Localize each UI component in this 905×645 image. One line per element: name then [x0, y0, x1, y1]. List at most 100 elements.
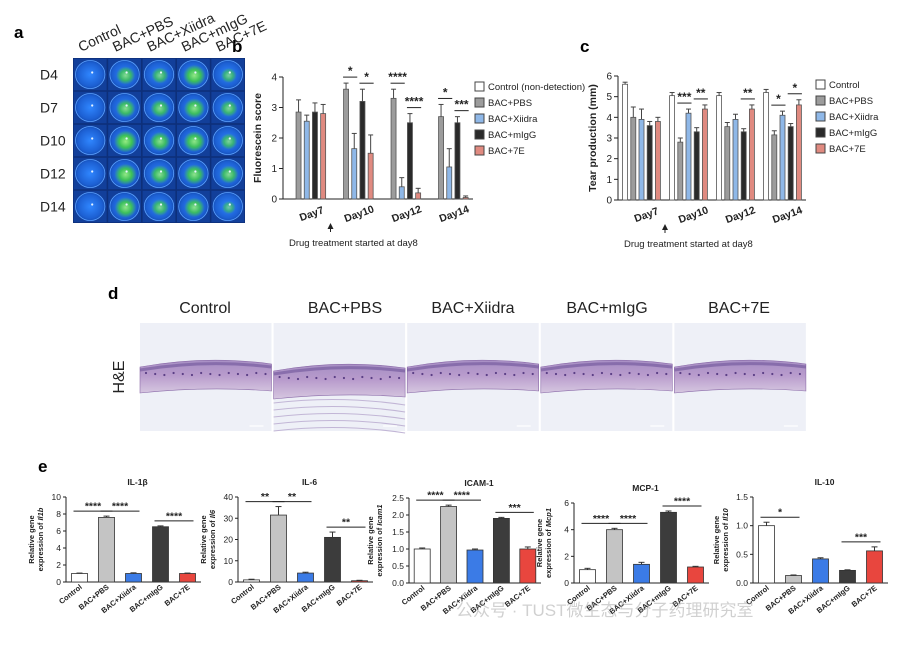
legend-label: BAC+PBS: [829, 96, 873, 107]
nuclei-band: [273, 366, 406, 376]
cell-nucleus: [255, 371, 258, 375]
bar: [440, 506, 458, 584]
panel-letter-a: a: [14, 23, 24, 42]
x-category-label: Day7: [633, 205, 661, 225]
y-axis-label-gene: Il1b: [36, 507, 45, 520]
bar: [638, 119, 645, 201]
bar: [758, 525, 775, 584]
cell-nucleus: [296, 377, 300, 381]
legend-label: Control: [829, 80, 860, 91]
bar: [702, 108, 708, 201]
cell-nucleus: [637, 372, 640, 376]
y-axis-label: Tear production (mm): [587, 84, 599, 192]
y-tick-label: 1.0: [736, 521, 748, 531]
legend-swatch: [815, 111, 826, 122]
eye-reflection: [159, 104, 163, 107]
eye-reflection: [194, 203, 197, 206]
bar: [324, 536, 341, 583]
histology-column-label: BAC+7E: [708, 300, 770, 317]
bar: [655, 121, 661, 201]
histology-column-label: BAC+mIgG: [566, 300, 647, 317]
bar: [243, 579, 260, 583]
fluorescein-stain: [115, 99, 136, 118]
cell-nucleus: [144, 371, 148, 375]
cell-nucleus: [665, 372, 668, 376]
legend-swatch: [815, 143, 826, 154]
bar: [866, 550, 883, 584]
nuclei-band: [540, 362, 673, 372]
y-tick-label: 6: [606, 72, 612, 83]
bar: [413, 548, 431, 584]
fluorescein-stain: [221, 200, 236, 215]
cell-nucleus: [619, 373, 622, 377]
y-tick-label: 40: [224, 492, 234, 502]
cell-nucleus: [246, 373, 249, 377]
treatment-start-arrow: [327, 223, 334, 229]
bar: [685, 112, 692, 201]
fluorescein-stain: [149, 131, 171, 152]
bar: [519, 548, 537, 584]
significance-label: *: [443, 85, 448, 99]
bar: [351, 148, 358, 200]
fluorescein-stain: [151, 199, 169, 216]
cell-nucleus: [513, 373, 516, 377]
significance-label: **: [743, 86, 753, 100]
eye-reflection: [194, 71, 197, 74]
bar: [660, 511, 677, 584]
fluorescein-stain: [116, 66, 136, 85]
y-tick-label: 3: [606, 134, 612, 145]
fluorescein-stain: [220, 68, 237, 83]
y-tick-label: 0: [564, 578, 569, 588]
bar: [359, 101, 366, 200]
bar: [466, 549, 484, 584]
cell-nucleus: [564, 373, 567, 377]
y-tick-label: 1: [606, 175, 612, 186]
y-tick-label: 0: [271, 195, 277, 206]
eye-reflection: [228, 104, 231, 107]
cell-nucleus: [315, 376, 318, 380]
legend-label: BAC+PBS: [488, 98, 532, 109]
significance-label: **: [261, 491, 270, 503]
cell-nucleus: [706, 371, 710, 375]
y-tick-label: 0.0: [392, 578, 404, 588]
bar: [749, 108, 755, 201]
fluorescein-stain: [183, 131, 206, 152]
y-tick-label: 6: [56, 526, 61, 536]
cell-nucleus: [752, 373, 756, 377]
epithelium-layer: [674, 359, 807, 394]
cell-nucleus: [780, 373, 783, 377]
legend-label: BAC+Xiidra: [829, 112, 879, 123]
bar: [646, 125, 653, 201]
cell-nucleus: [697, 373, 700, 377]
y-axis-label-prefix: expression of: [208, 518, 217, 569]
y-tick-label: 10: [52, 492, 62, 502]
significance-label: ****: [112, 501, 129, 513]
eye-reflection: [194, 170, 197, 173]
significance-label: ****: [674, 496, 691, 508]
cell-nucleus: [287, 376, 290, 380]
eye-reflection: [194, 137, 197, 140]
panel-a-eye-grid: ControlBAC+PBSBAC+XiidraBAC+mIgGBAC+7ED4…: [40, 9, 269, 223]
y-tick-label: 2.5: [392, 493, 404, 503]
significance-label: ****: [454, 490, 471, 502]
significance-label: *: [776, 92, 781, 106]
cell-nucleus: [573, 371, 576, 375]
cell-nucleus: [333, 375, 336, 379]
chart-title: MCP-1: [632, 483, 659, 493]
panel-d-histology: Control BAC+PBS BAC+Xiidra BAC+mIgG BAC+7E H&…: [111, 300, 807, 434]
y-tick-label: 0: [56, 577, 61, 587]
fluorescein-stain: [183, 98, 205, 119]
legend-label: Control (non-detection): [488, 82, 585, 93]
y-tick-label: 2.0: [392, 510, 404, 520]
bar: [622, 83, 628, 201]
significance-label: *: [778, 507, 783, 519]
significance-label: ***: [508, 502, 521, 514]
y-axis-label-prefix: expression of: [721, 521, 730, 572]
y-axis-label-line2: expression of Icam1: [375, 504, 384, 576]
watermark-text: 公众号 · TUST微生态与分子药理研究室: [456, 601, 754, 620]
bar: [579, 569, 596, 584]
eye-reflection: [228, 137, 231, 140]
significance-label: **: [288, 491, 297, 503]
eye-reflection: [125, 137, 128, 140]
y-axis-label-prefix: expression of: [375, 526, 384, 577]
